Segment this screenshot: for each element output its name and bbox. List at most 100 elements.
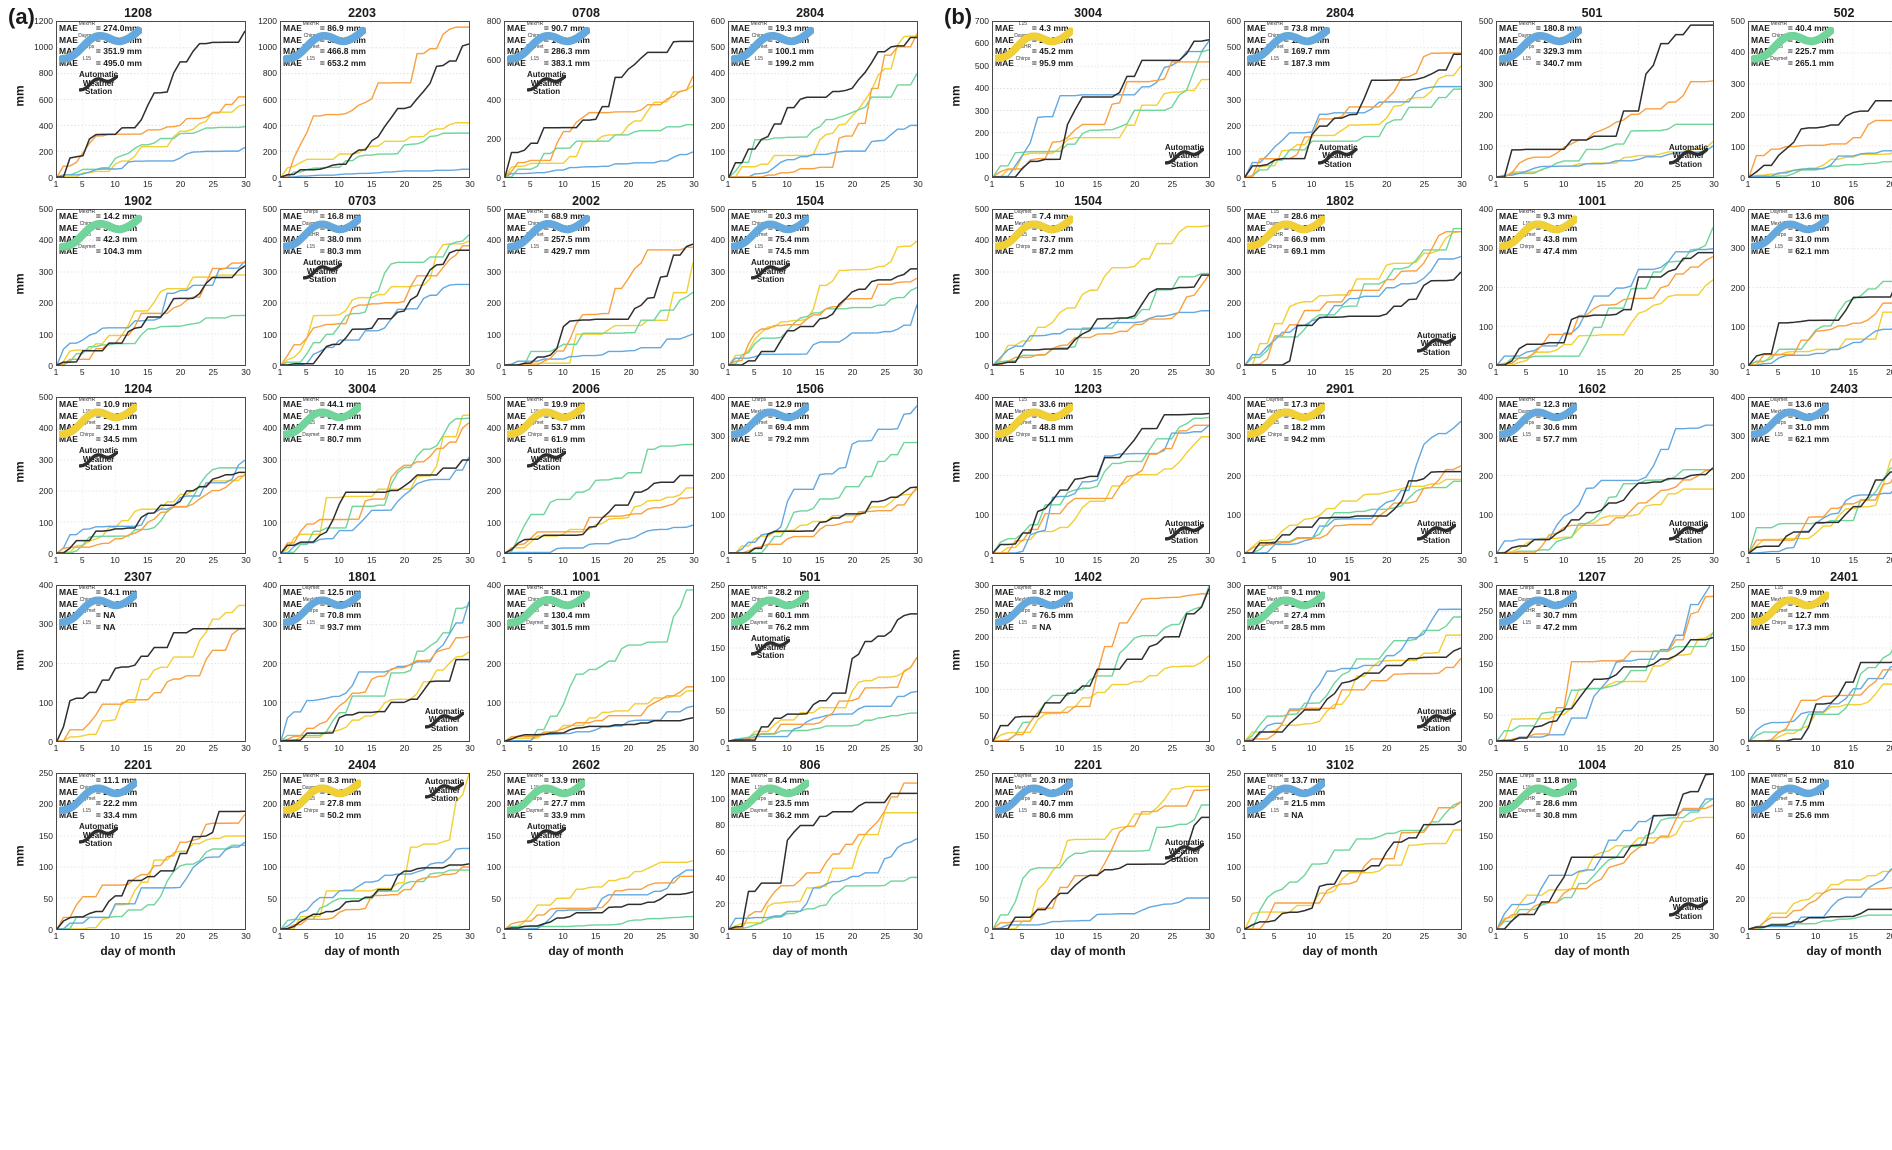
y-axis-ticks: 0 50 100 150 200 250 xyxy=(974,768,989,935)
series-daymet xyxy=(57,127,245,177)
series-l15 xyxy=(1497,586,1713,741)
subplot-b-502: 502 0 100 200 300 400 500 MAE MexHR = 40.4 mm MAE C… xyxy=(1722,6,1892,190)
y-axis-label: mm xyxy=(948,461,963,483)
series-mexhr xyxy=(1497,81,1713,177)
y-axis-ticks: 0 50 100 150 200 250 xyxy=(1226,768,1241,935)
aws-legend: Automatic Weather Station xyxy=(303,258,343,285)
aws-label-text: Automatic Weather Station xyxy=(1668,142,1708,169)
series-automatic-weather-station xyxy=(1245,821,1461,930)
y-axis-label: mm xyxy=(948,273,963,295)
plot-area: MAE Chirps = 11.8 mm MAE L15 = 25.5 mm MAE MexH… xyxy=(1496,773,1714,930)
aws-line-sample xyxy=(1416,523,1456,541)
series-chirps xyxy=(57,105,245,177)
series-mexhr xyxy=(729,487,917,553)
series-mexhr xyxy=(729,783,917,929)
series-daymet xyxy=(729,74,917,177)
series-chirps xyxy=(1245,830,1461,929)
series-automatic-weather-station xyxy=(1497,253,1713,365)
series-mexhr xyxy=(281,246,469,365)
mae-legend: MAE MexHR = 19.3 mm MAE Chirps = 33.9 mm MAE Da… xyxy=(731,22,814,69)
aws-legend: Automatic Weather Station xyxy=(527,446,567,473)
series-l15 xyxy=(1749,636,1892,741)
series-mexhr xyxy=(281,867,469,929)
series-chirps xyxy=(1497,817,1713,929)
aws-line-sample xyxy=(1164,523,1204,541)
legend-line-sample-l15 xyxy=(507,26,590,63)
mae-entry-chirps: MAE Chirps = 50.2 mm xyxy=(283,779,362,822)
series-l15 xyxy=(1245,421,1461,553)
panel-a: (a) 1208 0 200 400 600 800 1000 1200 MAE MexHR = 27… xyxy=(8,4,923,960)
legend-line-sample-chirps xyxy=(995,27,1074,62)
plot-area: MAE MexHR = 13.7 mm MAE Chirps = 15.0 mm MAE Da… xyxy=(1244,773,1462,930)
aws-line-sample xyxy=(751,638,791,656)
y-axis-ticks: 0 100 200 300 400 500 600 xyxy=(1226,16,1241,183)
series-daymet xyxy=(57,845,245,929)
mae-legend: MAE Daymet = 20.3 mm MAE MexHR = 25.1 mm MAE Ch… xyxy=(995,774,1074,821)
series-l15 xyxy=(1497,425,1713,553)
mae-legend: MAE MexHR = 10.9 mm MAE L15 = 18.8 mm MAE Dayme… xyxy=(59,398,138,445)
plot-area: MAE Chirps = 16.8 mm MAE Daymet = 22.1 mm MAE M… xyxy=(280,209,470,366)
legend-line-sample-daymet xyxy=(59,214,142,251)
mae-legend: MAE MexHR = 58.1 mm MAE Chirps = 98.3 mm MAE L1… xyxy=(507,586,590,633)
x-axis-label: day of month xyxy=(1302,944,1378,958)
panel-b: (b) 3004 0 100 200 300 400 500 600 700 MAE L15 = 4.3… xyxy=(944,4,1892,960)
series-mexhr xyxy=(1245,466,1461,553)
series-automatic-weather-station xyxy=(1497,25,1713,177)
mae-legend: MAE MexHR = 40.4 mm MAE Chirps = 201.3 mm MAE L… xyxy=(1751,22,1834,69)
subplot-a-2006: 2006 0 100 200 300 400 500 MAE MexHR = 19.9 mm MAE… xyxy=(478,382,699,566)
subplot-a-2307: 2307 0 100 200 300 400 MAE MexHR = 14.1 mm MAE Chi… xyxy=(13,570,251,754)
x-axis-label: day of month xyxy=(772,944,848,958)
legend-line-sample-daymet xyxy=(731,591,810,626)
series-daymet xyxy=(1245,802,1461,929)
series-automatic-weather-station xyxy=(993,589,1209,741)
mae-legend: MAE MexHR = 8.3 mm MAE Daymet = 20.1 mm MAE L15… xyxy=(283,774,362,822)
y-axis-ticks: 0 100 200 300 400 xyxy=(710,392,725,559)
plot-area: MAE MexHR = 68.9 mm MAE Chirps = 165.7 mm MAE D… xyxy=(504,209,694,366)
series-l15 xyxy=(1245,257,1461,366)
legend-line-sample-daymet xyxy=(731,779,810,814)
mae-entry-l15: MAE L15 = 25.6 mm xyxy=(1751,779,1830,822)
series-mexhr xyxy=(57,629,245,741)
y-axis-ticks: 0 100 200 300 400 500 600 700 xyxy=(974,16,989,183)
series-mexhr xyxy=(1749,245,1892,365)
mae-entry-chirps: MAE Chirps = 51.1 mm xyxy=(995,403,1074,446)
aws-label-text: Automatic Weather Station xyxy=(1318,142,1358,169)
series-mexhr xyxy=(1497,257,1713,366)
mae-legend: MAE MexHR = 86.9 mm MAE Chirps = 320.8 mm MAE D… xyxy=(283,22,366,69)
series-chirps xyxy=(729,241,917,365)
subplot-a-0703: 0703 0 100 200 300 400 500 MAE Chirps = 16.8 mm MA… xyxy=(254,194,475,378)
series-daymet xyxy=(993,805,1209,929)
series-automatic-weather-station xyxy=(281,864,469,929)
y-axis-ticks: 0 20 40 60 80 100 xyxy=(1730,768,1745,935)
series-mexhr xyxy=(505,497,693,553)
series-chirps xyxy=(729,36,917,177)
legend-line-sample-l15 xyxy=(1751,215,1830,250)
plot-area: MAE MexHR = 8.4 mm MAE L15 = 20.1 mm MAE Chirps… xyxy=(728,773,918,930)
subplot-b-806: 806 0 100 200 300 400 MAE Daymet = 13.6 mm MAE Mex… xyxy=(1722,194,1892,378)
legend-line-sample-chirps xyxy=(59,403,138,438)
series-daymet xyxy=(1749,906,1892,929)
series-automatic-weather-station xyxy=(729,269,917,365)
y-axis-ticks: 0 50 100 150 200 250 xyxy=(486,768,501,935)
aws-line-sample xyxy=(1164,842,1204,860)
subplot-b-3102: 3102 0 50 100 150 200 250 MAE MexHR = 13.7 mm MAE C… xyxy=(1218,758,1467,960)
subplot-title: 3004 xyxy=(348,382,376,396)
subplot-a-2404: 2404 0 50 100 150 200 250 MAE MexHR = 8.3 mm MAE Da… xyxy=(254,758,475,960)
mae-legend: MAE MexHR = 14.2 mm MAE Chirps = 37.1 mm MAE L1… xyxy=(59,210,142,257)
series-chirps xyxy=(57,605,245,741)
subplot-title: 1802 xyxy=(1326,194,1354,208)
subplot-title: 3004 xyxy=(1074,6,1102,20)
subplot-b-810: 810 0 20 40 60 80 100 MAE MexHR = 5.2 mm MAE Chirps… xyxy=(1722,758,1892,960)
mae-legend: MAE MexHR = 14.1 mm MAE Chirps = 39.9 mm MAE Da… xyxy=(59,586,138,633)
aws-label-text: Automatic Weather Station xyxy=(1164,518,1204,545)
legend-line-sample-daymet xyxy=(1499,779,1578,814)
plot-area: MAE MexHR = 5.2 mm MAE Chirps = 6.9 mm MAE Daym… xyxy=(1748,773,1892,930)
